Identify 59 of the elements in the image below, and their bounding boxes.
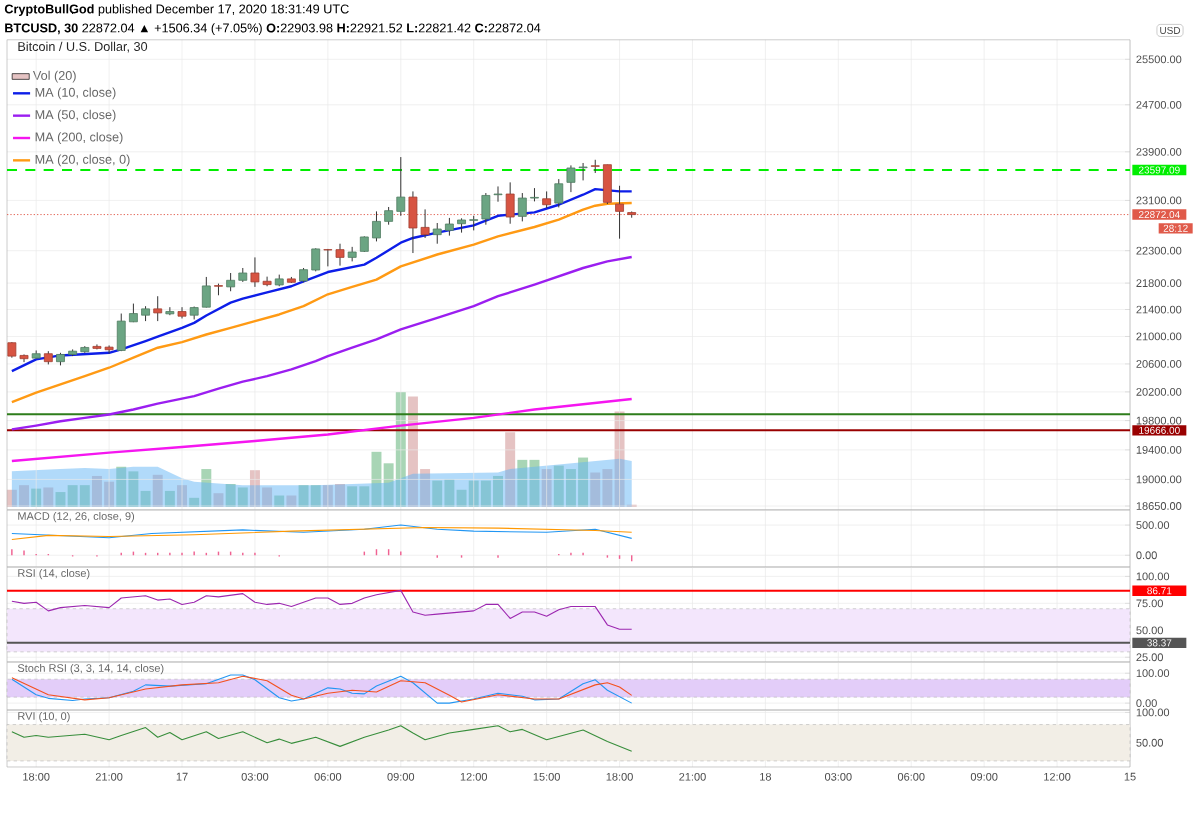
x-tick-label: 12:00: [460, 772, 488, 781]
y-tick-label: 21000.00: [1136, 332, 1182, 341]
chart-title: Bitcoin / U.S. Dollar, 30: [18, 41, 148, 53]
x-tick-label: 03:00: [824, 772, 852, 781]
y-tick-label: 75.00: [1136, 599, 1163, 608]
x-tick-label: 09:00: [970, 772, 998, 781]
text: BTCUSD, 30 22872.04 ▲ +1506.34 (+7.05%) O:22903.98 H:22921.52 L:22821.42 C:22872.04: [5, 23, 541, 35]
y-tick-label: 25.00: [1136, 653, 1163, 662]
y-tick-label: 23900.00: [1136, 147, 1182, 156]
ref-line-label: 23597.09: [1138, 166, 1180, 174]
y-tick-label: 19800.00: [1136, 416, 1182, 425]
legend-label: MA (200, close): [35, 132, 123, 144]
ref-line-label: 19666.00: [1139, 426, 1180, 434]
y-tick-label: 23100.00: [1136, 196, 1182, 205]
ref-line-label: 38.37: [1147, 639, 1172, 647]
x-tick-label: 18:00: [23, 772, 50, 781]
ref-line-label: 86.71: [1147, 587, 1172, 595]
y-tick-label: 50.00: [1136, 738, 1163, 747]
legend-label: MA (10, close): [35, 87, 116, 100]
x-tick-label: 03:00: [241, 772, 269, 781]
y-tick-label: 100.00: [1136, 669, 1170, 678]
x-tick-label: 15:00: [533, 772, 560, 781]
y-axis-title: USD: [1160, 26, 1181, 34]
text: 28:12: [1163, 224, 1188, 232]
x-tick-label: 06:00: [897, 772, 925, 781]
legend-label: MA (20, close, 0): [35, 154, 130, 167]
y-tick-label: 21400.00: [1136, 305, 1182, 314]
y-tick-label: 19400.00: [1136, 445, 1182, 454]
y-tick-label: 18650.00: [1136, 502, 1182, 510]
y-tick-label: 24700.00: [1136, 100, 1182, 109]
x-tick-label: 18:00: [606, 772, 633, 781]
x-tick-label: 18: [760, 772, 772, 781]
x-tick-label: 12:00: [1044, 772, 1071, 781]
ref-line-label: 22872.04: [1138, 211, 1180, 219]
y-tick-label: 500.00: [1136, 521, 1170, 529]
legend-label: Vol (20): [32, 70, 76, 83]
y-tick-label: 25500.00: [1136, 55, 1182, 64]
text: CryptoBullGod published December 17, 2020 18:31:49 UTC: [4, 4, 349, 16]
x-tick-label: 21:00: [679, 772, 706, 781]
y-tick-label: 0.00: [1136, 551, 1157, 560]
x-tick-label: 09:00: [387, 772, 415, 781]
y-tick-label: 0.00: [1136, 699, 1157, 708]
y-tick-label: 20200.00: [1136, 388, 1182, 396]
x-tick-label: 21:00: [95, 772, 123, 781]
y-tick-label: 20600.00: [1136, 360, 1182, 368]
chart-title: MACD (12, 26, close, 9): [18, 511, 135, 523]
y-tick-label: 50.00: [1136, 626, 1163, 635]
chart-title: Stoch RSI (3, 3, 14, 14, close): [17, 663, 164, 675]
y-tick-label: 22300.00: [1136, 246, 1182, 255]
x-tick-label: 06:00: [314, 772, 342, 781]
x-tick-label: 15: [1124, 772, 1136, 781]
y-tick-label: 21800.00: [1136, 279, 1182, 287]
chart-title: RSI (14, close): [18, 568, 90, 580]
y-tick-label: 100.00: [1136, 572, 1170, 581]
x-tick-label: 17: [176, 772, 188, 781]
y-tick-label: 19000.00: [1136, 475, 1182, 484]
y-tick-label: 100.00: [1136, 708, 1170, 717]
chart-title: RVI (10, 0): [18, 711, 70, 723]
legend-label: MA (50, close): [35, 109, 116, 122]
